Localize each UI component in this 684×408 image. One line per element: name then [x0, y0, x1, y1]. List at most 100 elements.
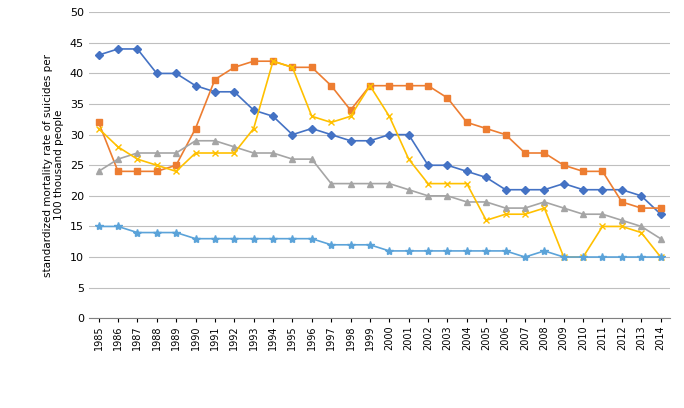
Estonia: [366, 83, 374, 88]
Russia:: [598, 169, 607, 174]
Estonia: [560, 255, 568, 259]
Russia:: [521, 151, 529, 155]
The EU: [346, 242, 354, 247]
Finland: [172, 151, 180, 155]
Finland: [327, 181, 335, 186]
Russia:: [540, 151, 549, 155]
Estonia: [172, 169, 180, 174]
Hungary: [501, 187, 510, 192]
Line: Hungary: Hungary: [96, 46, 663, 217]
The EU: [114, 224, 122, 229]
Russia:: [269, 59, 277, 64]
Finland: [366, 181, 374, 186]
Estonia: [153, 163, 161, 168]
Estonia: [657, 255, 665, 259]
Estonia: [385, 114, 393, 119]
The EU: [424, 248, 432, 253]
The EU: [521, 255, 529, 259]
The EU: [579, 255, 587, 259]
Y-axis label: standardized mortality rate of suicides per
100 thousand people: standardized mortality rate of suicides …: [43, 54, 64, 277]
Finland: [657, 236, 665, 241]
Finland: [133, 151, 142, 155]
Russia:: [230, 65, 238, 70]
Finland: [94, 169, 103, 174]
Finland: [560, 206, 568, 211]
Russia:: [327, 83, 335, 88]
Estonia: [443, 181, 451, 186]
Russia:: [133, 169, 142, 174]
The EU: [637, 255, 645, 259]
Hungary: [153, 71, 161, 76]
Estonia: [211, 151, 219, 155]
Russia:: [153, 169, 161, 174]
Estonia: [327, 120, 335, 125]
Finland: [598, 212, 607, 217]
Estonia: [346, 114, 354, 119]
Hungary: [230, 89, 238, 94]
Hungary: [385, 132, 393, 137]
Hungary: [560, 181, 568, 186]
Finland: [462, 200, 471, 204]
Russia:: [288, 65, 296, 70]
Line: The EU: The EU: [94, 222, 665, 261]
Hungary: [308, 126, 316, 131]
Hungary: [288, 132, 296, 137]
Hungary: [133, 47, 142, 51]
Russia:: [482, 126, 490, 131]
The EU: [211, 236, 219, 241]
Estonia: [424, 181, 432, 186]
Russia:: [618, 200, 626, 204]
Estonia: [192, 151, 200, 155]
Hungary: [618, 187, 626, 192]
Hungary: [114, 47, 122, 51]
Line: Russia:: Russia:: [96, 58, 663, 211]
Finland: [385, 181, 393, 186]
Estonia: [308, 114, 316, 119]
Hungary: [424, 163, 432, 168]
Estonia: [230, 151, 238, 155]
Finland: [521, 206, 529, 211]
Hungary: [327, 132, 335, 137]
Russia:: [308, 65, 316, 70]
The EU: [269, 236, 277, 241]
The EU: [192, 236, 200, 241]
Russia:: [250, 59, 258, 64]
Estonia: [501, 212, 510, 217]
The EU: [404, 248, 412, 253]
Finland: [250, 151, 258, 155]
Russia:: [501, 132, 510, 137]
The EU: [288, 236, 296, 241]
The EU: [385, 248, 393, 253]
Estonia: [637, 230, 645, 235]
The EU: [462, 248, 471, 253]
The EU: [230, 236, 238, 241]
Finland: [443, 193, 451, 198]
The EU: [657, 255, 665, 259]
Hungary: [211, 89, 219, 94]
Line: Finland: Finland: [96, 138, 663, 242]
Hungary: [462, 169, 471, 174]
Finland: [424, 193, 432, 198]
Estonia: [521, 212, 529, 217]
Estonia: [598, 224, 607, 229]
Hungary: [366, 138, 374, 143]
The EU: [94, 224, 103, 229]
Russia:: [172, 163, 180, 168]
Line: Estonia: Estonia: [95, 58, 664, 261]
Hungary: [94, 53, 103, 58]
Estonia: [133, 157, 142, 162]
Russia:: [366, 83, 374, 88]
The EU: [172, 230, 180, 235]
Estonia: [618, 224, 626, 229]
Hungary: [192, 83, 200, 88]
The EU: [501, 248, 510, 253]
Finland: [288, 157, 296, 162]
Hungary: [404, 132, 412, 137]
Russia:: [192, 126, 200, 131]
Finland: [404, 187, 412, 192]
Russia:: [385, 83, 393, 88]
Hungary: [269, 114, 277, 119]
The EU: [366, 242, 374, 247]
Russia:: [211, 77, 219, 82]
Finland: [153, 151, 161, 155]
